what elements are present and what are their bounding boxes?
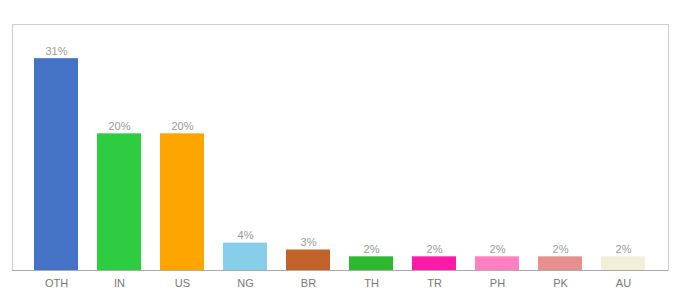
- svg-text:31%: 31%: [45, 45, 67, 57]
- svg-text:BR: BR: [301, 277, 316, 289]
- svg-text:2%: 2%: [616, 243, 632, 255]
- svg-text:TR: TR: [427, 277, 442, 289]
- svg-text:PK: PK: [553, 277, 568, 289]
- svg-text:20%: 20%: [108, 120, 130, 132]
- svg-text:3%: 3%: [301, 236, 317, 248]
- svg-text:TH: TH: [364, 277, 379, 289]
- svg-text:2%: 2%: [427, 243, 443, 255]
- svg-text:2%: 2%: [364, 243, 380, 255]
- svg-text:20%: 20%: [171, 120, 193, 132]
- svg-text:NG: NG: [237, 277, 254, 289]
- svg-text:PH: PH: [490, 277, 505, 289]
- svg-text:OTH: OTH: [45, 277, 68, 289]
- svg-text:2%: 2%: [490, 243, 506, 255]
- svg-text:IN: IN: [114, 277, 125, 289]
- svg-text:AU: AU: [616, 277, 631, 289]
- svg-text:US: US: [175, 277, 190, 289]
- svg-text:2%: 2%: [553, 243, 569, 255]
- svg-text:4%: 4%: [238, 229, 254, 241]
